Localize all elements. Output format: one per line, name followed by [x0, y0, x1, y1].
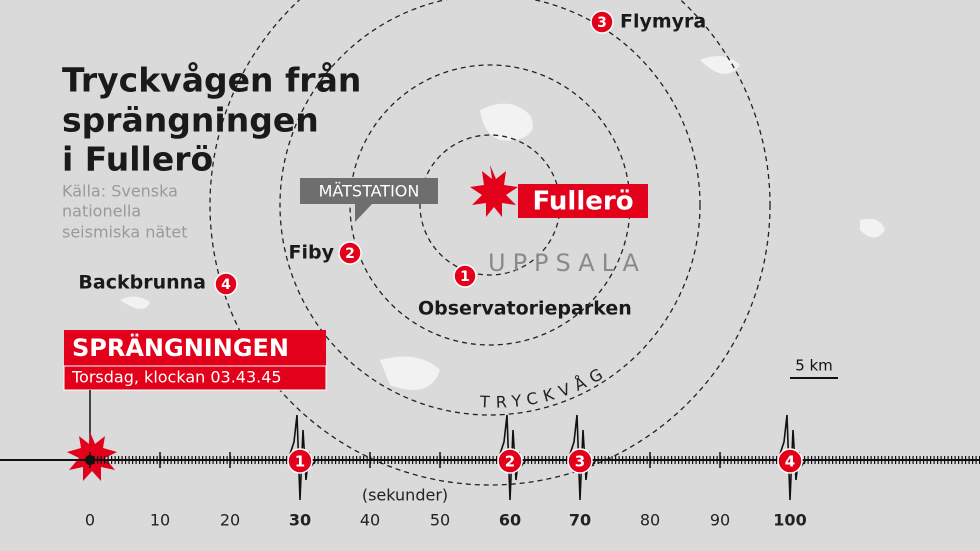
place-badge: [590, 10, 614, 34]
blast-title: SPRÄNGNINGEN: [72, 333, 289, 362]
source: nationella: [62, 202, 141, 221]
tick-label: 30: [289, 511, 311, 530]
place-name: Backbrunna: [78, 272, 206, 294]
tick-label: 0: [85, 511, 95, 530]
place-number: 4: [221, 277, 231, 293]
blast-place: Fullerö: [532, 187, 633, 217]
place-number: 1: [460, 269, 470, 285]
event-badge: [287, 448, 313, 474]
event-badge: [777, 448, 803, 474]
tick-label: 70: [569, 511, 591, 530]
blast-time-box: [63, 365, 327, 391]
event-number: 3: [575, 453, 585, 471]
place-badge: [453, 264, 477, 288]
title-line: i Fullerö: [62, 140, 213, 179]
source: seismiska nätet: [62, 223, 188, 242]
station-label: MÄTSTATION: [319, 182, 420, 201]
tick-label: 60: [499, 511, 521, 530]
tick-label: 40: [360, 511, 380, 530]
place-number: 3: [597, 15, 607, 31]
tick-label: 50: [430, 511, 450, 530]
place-number: 2: [345, 246, 355, 262]
blast-place-box: [518, 184, 648, 218]
event-number: 2: [505, 453, 515, 471]
blast-icon: [470, 165, 518, 217]
tick-label: 80: [640, 511, 660, 530]
place-name: Flymyra: [620, 11, 706, 33]
title-line: Tryckvågen från: [62, 61, 361, 100]
place-badge: [338, 241, 362, 265]
blast-time: Torsdag, klockan 03.43.45: [71, 368, 282, 387]
tick-label: 90: [710, 511, 730, 530]
station-box: [300, 178, 438, 204]
tick-label: 10: [150, 511, 170, 530]
tick-label: 100: [773, 511, 806, 530]
blast-title-box: [64, 330, 326, 366]
station-pointer: [355, 204, 372, 222]
event-number: 1: [295, 453, 305, 471]
event-badge: [567, 448, 593, 474]
tick-label: 20: [220, 511, 240, 530]
title-line: sprängningen: [62, 101, 319, 140]
place-name: Fiby: [289, 242, 335, 264]
source: Källa: Svenska: [62, 182, 178, 201]
event-number: 4: [785, 453, 795, 471]
place-name: Observatorieparken: [418, 298, 632, 320]
axis-unit: (sekunder): [362, 486, 448, 505]
place-badge: [214, 272, 238, 296]
scale-label: 5 km: [795, 357, 833, 375]
event-badge: [497, 448, 523, 474]
city-label: UPPSALA: [488, 249, 646, 277]
